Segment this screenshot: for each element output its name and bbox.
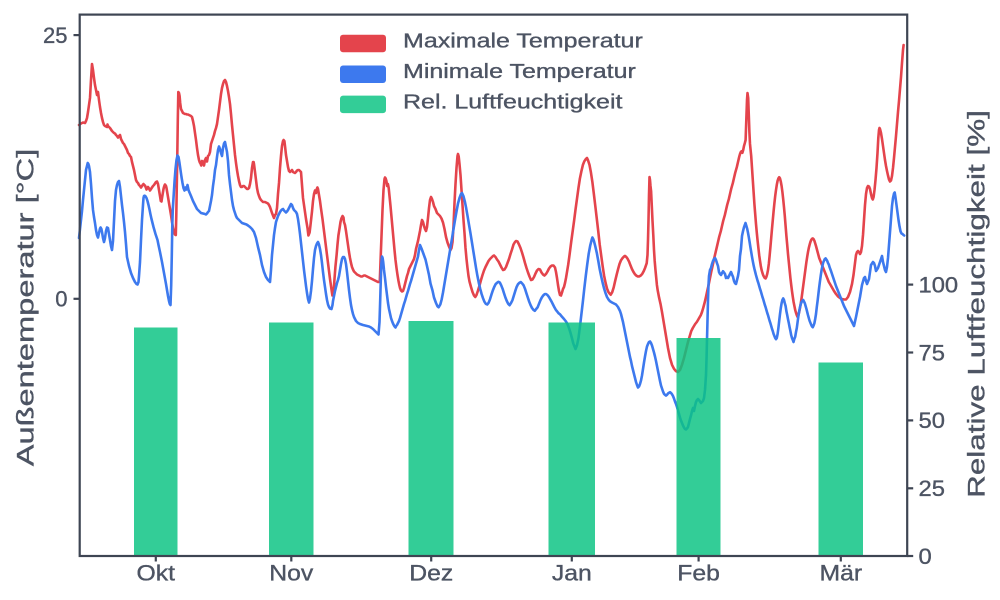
svg-text:100: 100 — [919, 272, 959, 297]
svg-text:0: 0 — [919, 544, 932, 569]
svg-text:Okt: Okt — [137, 561, 176, 585]
svg-text:0: 0 — [55, 286, 67, 311]
svg-text:50: 50 — [919, 408, 945, 433]
svg-text:Nov: Nov — [269, 561, 313, 585]
svg-text:Jan: Jan — [552, 561, 592, 585]
svg-text:Maximale Temperatur: Maximale Temperatur — [403, 30, 643, 52]
svg-text:Rel. Luftfeuchtigkeit: Rel. Luftfeuchtigkeit — [403, 91, 623, 113]
svg-text:25: 25 — [43, 23, 67, 48]
svg-text:Außentemperatur [°C]: Außentemperatur [°C] — [13, 149, 40, 467]
svg-text:Mär: Mär — [819, 561, 862, 585]
svg-text:Relative Luftfeuchtigkeit [%]: Relative Luftfeuchtigkeit [%] — [963, 110, 990, 498]
svg-text:Feb: Feb — [677, 561, 720, 585]
svg-text:75: 75 — [919, 340, 945, 365]
svg-text:25: 25 — [919, 476, 945, 501]
svg-text:Dez: Dez — [409, 561, 453, 585]
svg-text:Minimale Temperatur: Minimale Temperatur — [403, 60, 636, 82]
